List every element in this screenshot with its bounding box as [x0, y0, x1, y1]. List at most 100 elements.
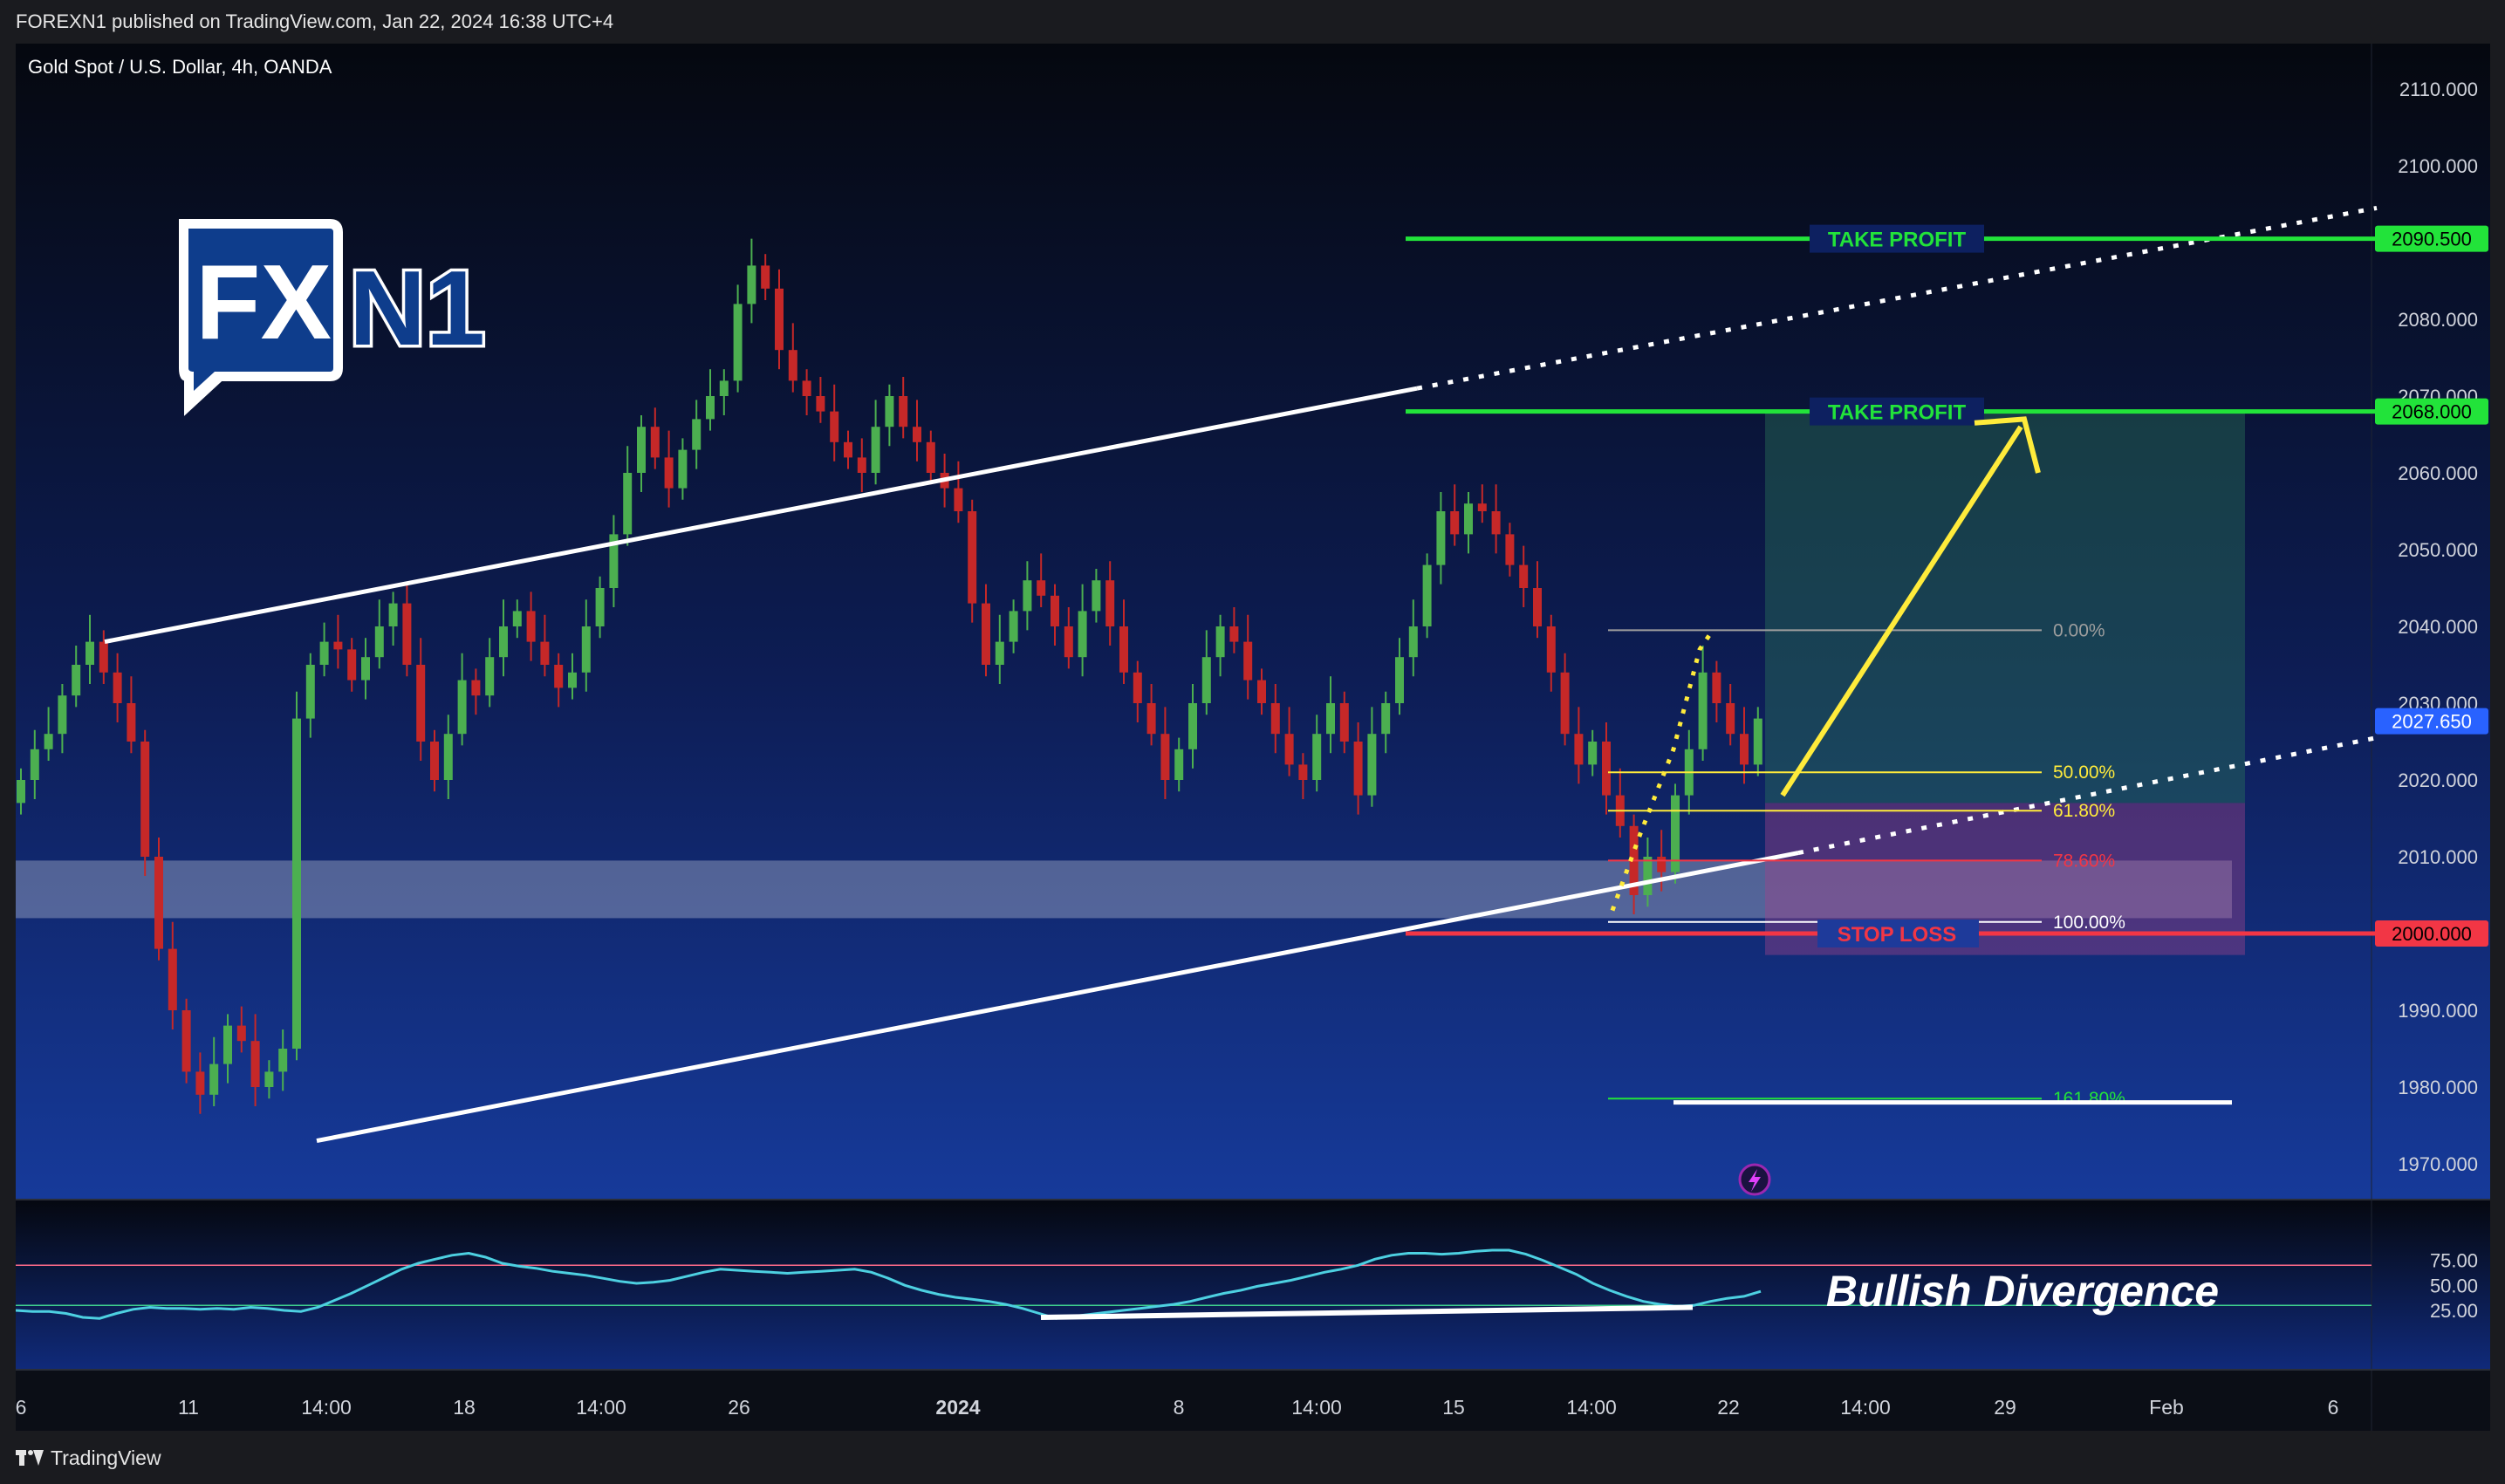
profit-zone-box: [1765, 411, 2245, 804]
lightning-icon[interactable]: [1738, 1163, 1771, 1196]
candle-body: [278, 1049, 288, 1072]
candle-body: [113, 672, 122, 703]
channel-lower-extension: [1797, 735, 2378, 856]
tradingview-brand-text: TradingView: [51, 1446, 161, 1469]
candle-body: [1270, 703, 1280, 735]
candle-body: [1546, 626, 1556, 673]
price-tick-label: 1980.000: [2398, 1077, 2478, 1098]
time-tick-label: 14:00: [301, 1396, 352, 1419]
candle-body: [1174, 749, 1184, 780]
candle-body: [457, 680, 467, 735]
stop-loss-label: STOP LOSS: [1838, 923, 1957, 947]
candle-body: [44, 734, 53, 749]
candle-body: [485, 657, 495, 696]
candle-body: [127, 703, 136, 742]
candle-body: [1312, 734, 1322, 780]
footer-bar: TradingView: [0, 1431, 2505, 1484]
candle-body: [1477, 503, 1487, 511]
price-tick-label: 2020.000: [2398, 769, 2478, 791]
price-tag-bg: [2375, 920, 2488, 947]
candle-body: [1657, 857, 1667, 872]
take-profit-2-label: TAKE PROFIT: [1828, 401, 1967, 425]
price-tick-label: 2110.000: [2399, 79, 2478, 100]
candle-body: [1740, 734, 1749, 765]
publisher-text: FOREXN1 published on TradingView.com, Ja…: [16, 10, 614, 32]
chart-frame[interactable]: 0.00% 50.00% 61.80% 78.60% 100.00% 161.80% TA…: [16, 44, 2490, 1431]
candle-body: [1643, 857, 1653, 895]
price-tick-label: 1970.000: [2398, 1153, 2478, 1175]
candle-body: [747, 265, 756, 304]
candle-body: [857, 457, 866, 473]
target-arrow: [1780, 425, 2023, 797]
candle-body: [1602, 742, 1611, 796]
candle-body: [512, 611, 522, 626]
price-tags: 2090.500 2068.000 2027.650 2000.000: [2375, 225, 2488, 947]
candle-body: [554, 665, 564, 688]
price-tick-label: 2080.000: [2398, 309, 2478, 331]
price-tag-bg: [2375, 225, 2488, 252]
candle-body: [775, 288, 784, 351]
candle-body: [581, 626, 591, 673]
candle-body: [995, 641, 1004, 665]
channel-upper-line: [104, 386, 1418, 645]
candle-body: [209, 1063, 219, 1095]
candle-body: [1588, 742, 1598, 765]
tradingview-logo-icon: [16, 1449, 44, 1467]
candle-body: [250, 1041, 260, 1087]
time-tick-label: 6: [2328, 1396, 2339, 1419]
time-axis[interactable]: 6 11 14:00 18 14:00 26 2024 8 14:00 15 14:00 22 14:0…: [16, 1396, 2338, 1419]
rsi-tick-label: 50.00: [2430, 1275, 2478, 1296]
candle-body: [168, 948, 177, 1010]
candle-body: [1092, 580, 1101, 612]
rsi-axis: 75.00 50.00 25.00: [2430, 1250, 2478, 1323]
price-tag-label: 2068.000: [2392, 401, 2472, 423]
candle-body: [416, 665, 426, 742]
fibonacci-levels: 0.00% 50.00% 61.80% 78.60% 100.00% 161.80%: [1608, 620, 2232, 1109]
candle-body: [1533, 588, 1542, 626]
bullish-divergence-label: Bullish Divergence: [1826, 1267, 2219, 1316]
time-tick-label: 22: [1717, 1396, 1740, 1419]
candle-body: [1367, 734, 1377, 796]
candle-body: [319, 641, 329, 665]
candle-body: [1133, 672, 1142, 703]
rsi-pane-background: [16, 1200, 2490, 1370]
fib-level-label: 0.00%: [2053, 620, 2105, 640]
candle-body: [1671, 795, 1680, 872]
time-tick-label: 14:00: [1840, 1396, 1891, 1419]
tp2-label-bg: [1810, 397, 1984, 426]
rsi-tick-label: 75.00: [2430, 1250, 2478, 1272]
candle-body: [443, 734, 453, 780]
sl-label-bg: [1817, 920, 1979, 947]
candle-body: [264, 1071, 274, 1087]
time-tick-label: 29: [1994, 1396, 2016, 1419]
candle-body: [1257, 680, 1266, 703]
fib-level-label: 100.00%: [2053, 913, 2125, 933]
candle-body: [140, 742, 150, 857]
time-tick-label: 14:00: [1291, 1396, 1342, 1419]
candle-body: [388, 603, 398, 626]
time-tick-label: 26: [728, 1396, 750, 1419]
candle-body: [1381, 703, 1391, 735]
price-tick-label: 2060.000: [2398, 462, 2478, 484]
candle-body: [664, 457, 674, 489]
candle-body: [692, 419, 702, 450]
candle-body: [195, 1071, 205, 1095]
support-zone: [16, 860, 2232, 919]
candle-body: [968, 511, 977, 604]
time-tick-label: 8: [1174, 1396, 1185, 1419]
candle-body: [609, 534, 619, 588]
price-chart[interactable]: 0.00% 50.00% 61.80% 78.60% 100.00% 161.80% TA…: [16, 44, 2490, 1431]
fib-level-label: 50.00%: [2053, 763, 2115, 783]
candle-body: [1037, 580, 1046, 596]
candle-body: [361, 657, 370, 680]
candle-body: [802, 380, 811, 396]
channel-lower-line: [316, 851, 1799, 1144]
tradingview-brand[interactable]: TradingView: [16, 1446, 161, 1470]
candle-body: [885, 396, 894, 427]
candle-body: [595, 588, 605, 626]
price-tag-label: 2000.000: [2392, 923, 2472, 945]
candle-body: [954, 488, 963, 511]
time-tick-label: 6: [16, 1396, 26, 1419]
candle-body: [99, 641, 108, 673]
time-tick-label: Feb: [2149, 1396, 2184, 1419]
